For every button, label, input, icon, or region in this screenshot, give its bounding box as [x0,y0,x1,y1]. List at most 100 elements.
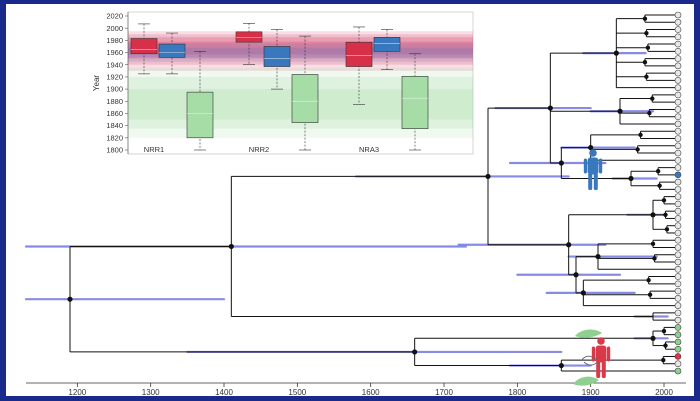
tree-tip [674,200,682,208]
tree-tip [674,127,682,135]
tree-tip [674,171,682,179]
inset-category-label: NRA3 [359,145,379,154]
tree-node [642,16,648,21]
tree-tip [674,273,682,280]
tree-tip [674,186,682,193]
box-green-nrr1 [186,51,214,151]
box-red-nra3 [345,26,373,105]
box-body [130,38,158,55]
box-body [345,41,373,67]
tree-tip [674,287,682,295]
tree-tip [674,265,682,273]
inset-box-plot: 1800 1820 1840 1860 1880 1900 1920 1940 1960 1980… [92,12,474,155]
box-blue-nra3 [373,29,401,70]
tree-tip [674,229,682,237]
tree-node [645,45,651,50]
tree-node [638,132,643,138]
tree-node [646,277,651,283]
pelican-icon [580,355,601,366]
tree-node [558,160,564,166]
box-red-nrr1 [130,23,158,75]
box-body [401,76,429,129]
inset-y-tick-label: 1800 [106,146,123,155]
tree-node [642,60,648,65]
red-human-silhouette-icon [591,337,611,378]
tree-tip [674,331,682,338]
tree-tip [674,302,682,309]
tree-node [644,30,649,36]
tree-node [566,242,572,248]
time-axis-tick-label: 1500 [288,388,306,396]
tree-node [650,96,655,101]
tree-tip [674,11,682,19]
tree-node [657,183,662,188]
red-density-band [128,31,473,71]
tree-node [617,108,623,114]
tree-tip [674,149,682,157]
inset-category-label: NRR1 [144,145,164,154]
box-body [186,91,214,139]
tree-tip [674,18,682,26]
tree-tip [674,91,682,99]
blue-density-band [128,47,473,58]
tree-node [664,227,670,232]
time-axis-tick-label: 2000 [655,388,673,396]
tree-node [647,110,652,116]
tree-node [650,335,656,341]
inset-y-tick-label: 1860 [106,109,123,118]
tree-node [650,212,656,218]
inset-y-tick-label: 1920 [106,73,123,82]
tree-tip [674,367,682,375]
time-axis-tick-label: 1800 [508,388,526,396]
inset-y-tick-label: 1960 [106,48,123,57]
tree-tip [674,164,682,171]
tree-tip [674,316,682,324]
tree-node [558,362,564,369]
tree-tip [674,324,682,331]
blue-human-silhouette-icon [583,149,603,190]
tree-tip [674,62,682,70]
tree-node [663,212,668,217]
tree-tip [674,207,682,215]
box-blue-nrr1 [158,32,186,75]
tree-node [547,105,553,111]
tree-node [595,253,601,260]
tree-tip [674,251,682,259]
green-plant-leaf-icon [573,329,602,386]
tree-tip [674,120,682,128]
tree-tip [674,48,682,55]
tree-tip [674,142,682,150]
tree-node [628,175,634,182]
tree-tip [674,258,682,266]
tree-tip [674,135,682,142]
tree-node [228,243,234,250]
time-axis-tick-label: 1400 [215,388,233,396]
tree-node [652,256,657,261]
inset-y-tick-label: 1980 [106,36,123,45]
tree-tip [674,40,682,48]
tree-node [412,349,418,355]
tree-tip [674,222,682,229]
tree-tip [674,106,682,113]
tree-node [661,198,667,203]
tree-node [67,296,73,302]
tree-tip [674,84,682,91]
box-green-nra3 [401,53,429,151]
figure-frame: 1800 1820 1840 1860 1880 1900 1920 1940 1960 1980… [6,4,694,397]
tree-node [647,292,653,297]
tree-tip [674,69,682,77]
time-axis-tick-label: 1300 [142,388,160,396]
tree-tip [674,360,682,368]
tree-tip [674,236,682,244]
tree-tip [674,295,682,302]
tree-tip [674,113,682,121]
tree-tip [674,338,682,346]
tree-nodes [67,16,670,369]
tree-tip [674,178,682,186]
tree-node [661,357,666,363]
inset-y-tick-label: 1840 [106,121,123,130]
inset-y-axis: 1800 1820 1840 1860 1880 1900 1920 1940 1960 1980… [106,12,129,155]
tree-node [580,290,586,296]
tree-tip [674,77,682,84]
tree-tip [674,193,682,200]
